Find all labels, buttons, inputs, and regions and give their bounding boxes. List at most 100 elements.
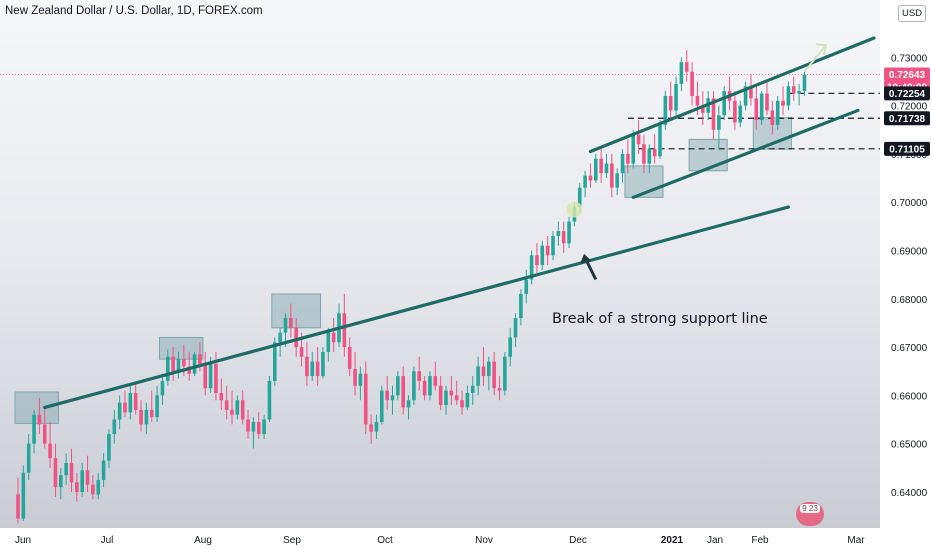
candle-body [182,359,186,367]
candle-body [749,86,753,99]
candle-body [171,356,175,372]
candle-body [668,95,673,111]
y-tick-label: 0.68000 [891,295,928,306]
candle-body [636,134,641,145]
price-label-0: 0.72643 [889,70,926,81]
x-tick-label: Mar [847,535,865,546]
candle-body [465,392,470,408]
candle-body [91,484,95,495]
candle-body [251,421,256,432]
candle-body [240,400,245,420]
candle-body [353,368,357,386]
candle-body [198,354,202,365]
candle-body [401,376,405,408]
candle-body [551,236,555,256]
candle-body [481,366,486,377]
candle-body [16,494,20,519]
candle-body [422,380,427,396]
candle-body [449,390,454,396]
candle-body [428,376,432,396]
candle-body [267,380,272,420]
candle-body [684,62,689,72]
price-label-2: 0.72254 [889,89,926,100]
annotation-arrow-head [580,253,592,264]
candle-body [615,173,619,188]
candle-body [487,361,491,377]
plot-area[interactable] [0,0,880,528]
candle-body [679,62,684,84]
price-label-3: 0.71738 [889,114,926,125]
candle-body [59,475,63,488]
candle-body [738,105,743,123]
candle-body [107,434,111,461]
time-axis-area[interactable] [0,528,932,550]
candle-body [652,149,657,157]
candle-body [149,409,154,418]
candle-body [733,100,737,123]
candle-body [743,86,748,106]
candle-body [529,255,534,280]
candle-body [75,482,79,492]
candle-body [230,409,234,415]
candle-body [797,91,801,94]
candle-body [786,86,791,106]
x-tick-label: Jun [15,535,31,546]
candle-body [513,318,518,338]
y-tick-label: 0.66000 [891,391,928,402]
candle-body [214,364,218,393]
candle-body [647,149,652,164]
y-tick-label: 0.65000 [891,440,928,451]
candle-body [626,153,630,164]
candle-body [711,98,716,130]
candle-body [406,400,411,408]
candle-body [80,470,84,492]
candle-body [438,385,443,406]
x-tick-label: Jan [707,535,723,546]
candle-body [412,371,416,401]
candle-body [101,460,106,480]
price-label-4: 0.71105 [889,144,925,155]
candle-body [224,400,229,410]
candle-body [695,95,700,106]
candle-body [128,392,133,413]
candle-body [53,458,58,488]
candle-body [535,255,539,265]
trendline-support [43,205,791,410]
candle-body [176,359,181,372]
candle-body [524,279,529,294]
candle-body [476,366,480,386]
candle-body [262,419,266,435]
annotation-text: Break of a strong support line [552,311,768,327]
candle-body [315,361,320,377]
candle-body [21,472,26,519]
zone-box-1 [158,336,204,360]
candle-body [42,424,47,444]
candle-body [278,332,282,343]
candle-body [112,419,117,435]
currency-button[interactable]: USD [898,5,926,22]
candle-body [754,98,759,121]
candle-body [722,91,726,116]
candle-body [765,93,769,111]
candle-body [144,409,149,425]
candle-body [192,354,197,374]
candle-body [663,95,668,125]
candle-body [642,144,646,164]
candle-body [454,395,459,401]
zone-box-0 [14,391,59,424]
candle-body [26,443,31,473]
candle-body [342,313,347,348]
candle-body [470,385,475,393]
candle-body [219,392,224,401]
candle-body [588,175,593,181]
y-tick-label: 0.64000 [891,488,928,499]
candle-body [577,187,582,208]
candle-body [610,163,614,188]
candle-body [321,351,325,377]
idea-badge[interactable]: 9 23 [796,502,824,526]
candle-body [561,231,566,244]
candle-body [299,347,304,357]
candle-body [235,400,240,415]
